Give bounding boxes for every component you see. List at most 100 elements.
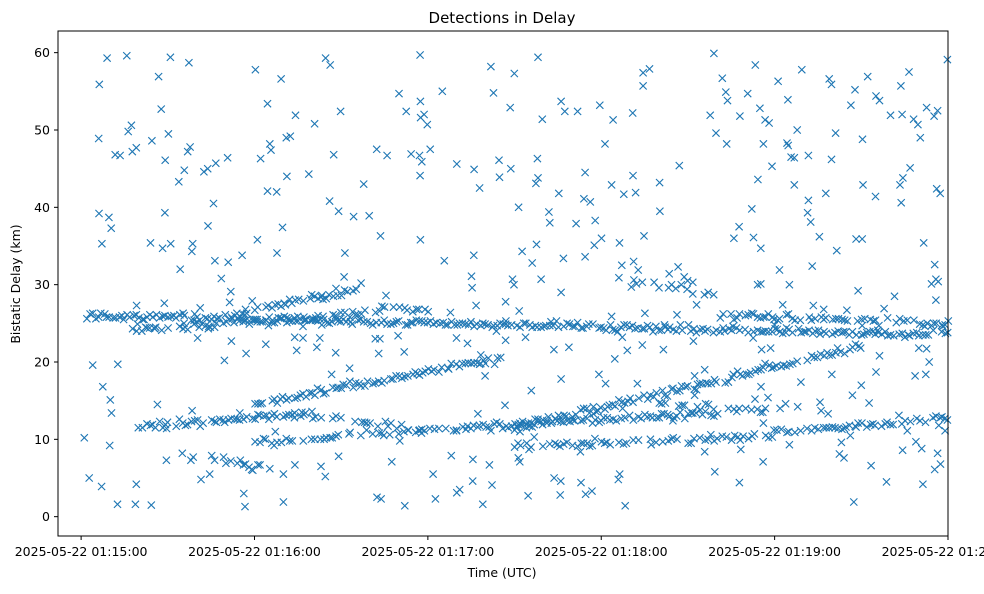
data-point — [722, 139, 731, 148]
data-point — [761, 404, 770, 413]
data-point — [533, 154, 542, 163]
x-tick-label: 2025-05-22 01:19:00 — [708, 544, 841, 559]
data-point — [819, 305, 828, 314]
data-point — [463, 339, 472, 348]
data-point — [933, 106, 942, 115]
data-point — [753, 280, 762, 289]
data-point — [265, 464, 274, 473]
data-point — [793, 126, 802, 134]
data-point — [943, 55, 952, 64]
data-point — [611, 402, 620, 411]
data-point — [307, 435, 316, 444]
data-point — [188, 406, 197, 415]
data-point — [532, 240, 541, 249]
data-point — [665, 412, 674, 421]
data-point — [164, 324, 173, 332]
data-point — [585, 409, 594, 417]
data-point — [614, 273, 623, 282]
data-point — [629, 398, 637, 407]
data-point — [719, 310, 728, 318]
data-point — [921, 370, 930, 379]
data-point — [326, 433, 335, 442]
data-point — [363, 377, 372, 386]
data-point — [828, 423, 837, 431]
data-point — [626, 394, 635, 403]
data-point — [761, 327, 770, 336]
data-point — [538, 420, 547, 429]
data-point — [695, 433, 704, 442]
data-point — [86, 310, 95, 318]
data-point — [527, 443, 535, 452]
y-axis-label: Bistatic Delay (km) — [8, 224, 23, 343]
data-point — [339, 380, 348, 389]
data-point — [741, 404, 750, 413]
data-point — [225, 298, 234, 307]
data-point — [701, 407, 710, 416]
data-point — [176, 265, 185, 274]
data-point — [267, 146, 275, 155]
data-point — [429, 365, 438, 374]
y-tick-label: 20 — [34, 354, 50, 369]
data-point — [821, 313, 830, 322]
data-point — [778, 329, 787, 338]
data-point — [113, 500, 122, 509]
data-point — [639, 68, 648, 77]
data-point — [325, 290, 333, 299]
data-point — [774, 77, 783, 86]
data-point — [417, 157, 426, 166]
data-point — [408, 318, 417, 327]
data-point — [256, 317, 265, 326]
data-point — [903, 316, 912, 325]
data-point — [179, 309, 188, 318]
data-point — [690, 371, 699, 380]
data-point — [721, 88, 730, 97]
data-point — [848, 327, 857, 336]
data-point — [447, 451, 456, 460]
data-point — [817, 406, 826, 415]
data-point — [793, 357, 802, 366]
data-point — [776, 404, 785, 413]
data-point — [692, 300, 701, 309]
data-point — [285, 436, 294, 445]
data-point — [394, 429, 403, 438]
data-point — [461, 320, 470, 329]
data-point — [316, 435, 325, 444]
data-point — [357, 279, 366, 288]
data-point — [282, 133, 291, 142]
data-point — [895, 314, 904, 323]
data-point — [783, 428, 791, 437]
data-point — [577, 439, 586, 448]
data-point — [660, 391, 669, 400]
data-point — [655, 207, 664, 216]
data-point — [160, 299, 169, 308]
data-point — [317, 413, 326, 422]
data-point — [258, 399, 267, 407]
data-point — [781, 399, 790, 408]
data-point — [655, 413, 664, 422]
data-point — [476, 351, 485, 359]
data-point — [556, 491, 565, 499]
data-point — [770, 426, 778, 435]
data-point — [352, 285, 361, 294]
data-point — [138, 315, 147, 324]
data-point — [127, 121, 136, 130]
data-point — [871, 192, 880, 201]
data-point — [767, 364, 776, 373]
data-point — [212, 319, 221, 328]
y-tick-label: 30 — [34, 277, 50, 292]
data-point — [186, 143, 195, 151]
data-point — [681, 382, 690, 391]
data-point — [684, 439, 693, 448]
data-point — [521, 319, 530, 328]
data-point — [443, 320, 452, 329]
data-point — [197, 475, 205, 484]
data-point — [771, 324, 780, 333]
data-point — [321, 388, 330, 397]
data-point — [416, 97, 425, 106]
data-point — [831, 423, 839, 432]
data-point — [757, 382, 765, 391]
data-point — [253, 235, 262, 244]
data-point — [146, 421, 155, 430]
data-point — [683, 382, 692, 390]
data-point — [640, 231, 648, 240]
